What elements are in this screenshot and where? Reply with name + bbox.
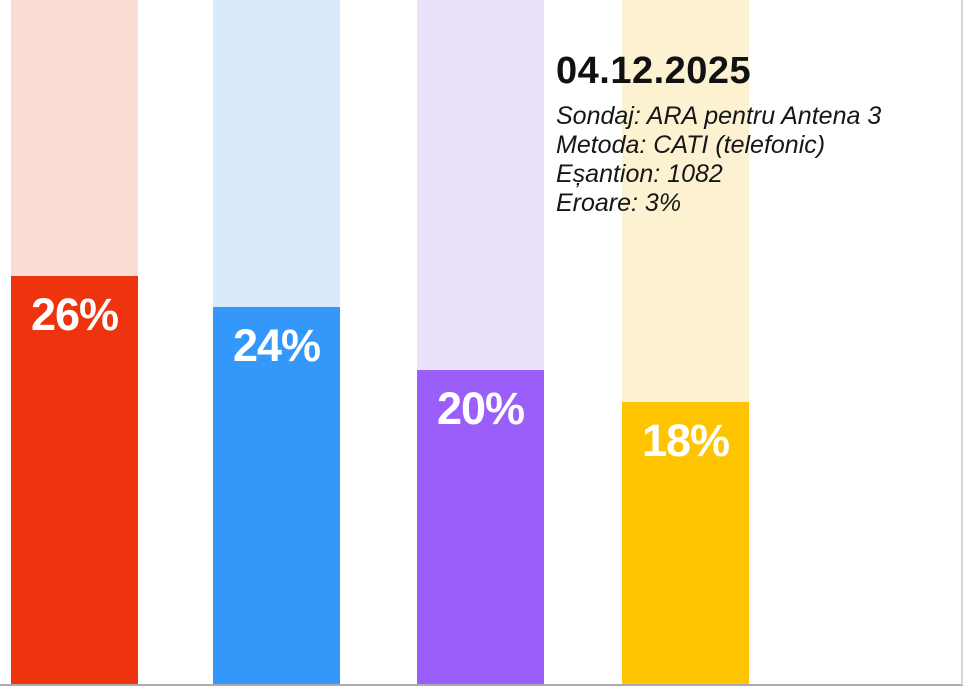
bar-fill: 24%	[213, 307, 340, 684]
poll-info-line-eroare: Eroare: 3%	[556, 189, 682, 217]
x-axis-line	[0, 684, 963, 686]
bar-column-purple: 20%	[417, 0, 544, 684]
bar-column-red: 26%	[11, 0, 138, 684]
bar-column-yellow: 18%	[622, 0, 749, 684]
poll-info-line-esantion: Eșantion: 1082	[556, 160, 723, 188]
bar-fill: 20%	[417, 370, 544, 684]
bar-value-label: 24%	[233, 320, 321, 371]
bar-value-label: 20%	[437, 383, 525, 434]
chart-right-border	[961, 0, 963, 685]
poll-info-line-sondaj: Sondaj: ARA pentru Antena 3	[556, 102, 882, 130]
bar-column-blue: 24%	[213, 0, 340, 684]
poll-date: 04.12.2025	[556, 50, 752, 92]
poll-info-line-metoda: Metoda: CATI (telefonic)	[556, 131, 826, 159]
poll-info-block: 04.12.2025 Sondaj: ARA pentru Antena 3 M…	[556, 50, 881, 218]
bar-fill: 26%	[11, 276, 138, 684]
bar-value-label: 18%	[642, 415, 730, 466]
bar-value-label: 26%	[31, 289, 119, 340]
bar-fill: 18%	[622, 402, 749, 684]
